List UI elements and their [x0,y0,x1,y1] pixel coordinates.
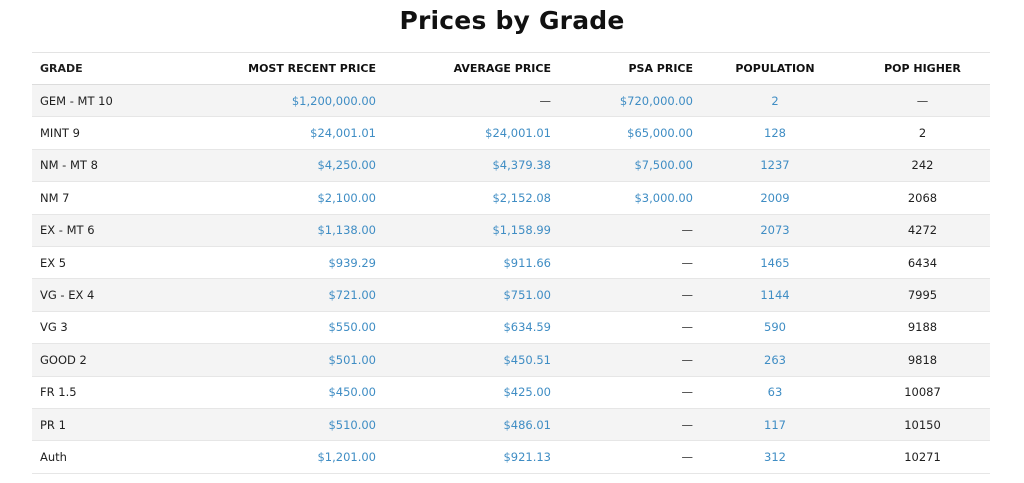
recent-price-link[interactable]: $450.00 [182,376,378,409]
population-link[interactable]: 2073 [695,214,855,247]
grade-cell: EX - MT 6 [32,214,182,247]
table-row: PR 1 $510.00 $486.01—117 10150 [32,408,990,442]
grade-cell: GEM - MT 10 [32,84,182,118]
empty-value-dash: — [553,440,695,474]
pop-higher-column-header: POP HIGHER [855,52,990,85]
psa-price-link[interactable]: $3,000.00 [553,181,695,215]
table-row: GEM - MT 10 $1,200,000.00— $720,000.00 2— [32,84,990,118]
grade-cell: NM - MT 8 [32,149,182,183]
recent-price-link[interactable]: $501.00 [182,343,378,377]
empty-value-dash: — [553,408,695,442]
average-price-link[interactable]: $911.66 [378,246,553,280]
table-header: GRADE MOST RECENT PRICE AVERAGE PRICE PS… [32,52,990,85]
grade-cell: GOOD 2 [32,343,182,377]
pop-higher-cell: 10087 [855,376,990,409]
empty-value-dash: — [553,311,695,345]
empty-value-dash: — [378,84,553,118]
pop-higher-cell: 10271 [855,440,990,474]
recent-price-link[interactable]: $2,100.00 [182,181,378,215]
average-price-link[interactable]: $486.01 [378,408,553,442]
population-column-header: POPULATION [695,52,855,85]
empty-value-dash: — [553,246,695,280]
recent-price-link[interactable]: $550.00 [182,311,378,345]
psa-price-link[interactable]: $65,000.00 [553,116,695,150]
recent-price-link[interactable]: $1,138.00 [182,214,378,247]
population-link[interactable]: 128 [695,116,855,150]
page-title: Prices by Grade [399,6,625,35]
recent-price-link[interactable]: $939.29 [182,246,378,280]
pop-higher-cell: 4272 [855,214,990,247]
pop-higher-cell: 6434 [855,246,990,280]
average-price-link[interactable]: $751.00 [378,278,553,312]
average-price-link[interactable]: $1,158.99 [378,214,553,247]
population-link[interactable]: 2009 [695,181,855,215]
average-price-column-header: AVERAGE PRICE [378,52,553,85]
average-price-link[interactable]: $921.13 [378,440,553,474]
table-row: VG - EX 4 $721.00 $751.00—1144 7995 [32,278,990,312]
psa-price-link[interactable]: $7,500.00 [553,149,695,183]
grade-cell: Auth [32,440,182,474]
empty-value-dash: — [553,214,695,247]
table-body: GEM - MT 10 $1,200,000.00— $720,000.00 2— MI… [32,84,990,474]
pop-higher-cell: 9818 [855,343,990,377]
prices-table: GRADE MOST RECENT PRICE AVERAGE PRICE PS… [32,52,990,474]
pop-higher-cell: 242 [855,149,990,183]
grade-cell: EX 5 [32,246,182,280]
grade-cell: FR 1.5 [32,376,182,409]
pop-higher-cell: 7995 [855,278,990,312]
grade-cell: NM 7 [32,181,182,215]
table-row: EX - MT 6 $1,138.00 $1,158.99—2073 4272 [32,214,990,247]
recent-price-link[interactable]: $1,201.00 [182,440,378,474]
empty-value-dash: — [553,278,695,312]
recent-price-link[interactable]: $721.00 [182,278,378,312]
recent-price-link[interactable]: $1,200,000.00 [182,84,378,118]
recent-price-link[interactable]: $4,250.00 [182,149,378,183]
population-link[interactable]: 312 [695,440,855,474]
table-row: NM - MT 8 $4,250.00 $4,379.38 $7,500.00 1237… [32,149,990,183]
population-link[interactable]: 63 [695,376,855,409]
empty-value-dash: — [553,343,695,377]
average-price-link[interactable]: $4,379.38 [378,149,553,183]
table-row: GOOD 2 $501.00 $450.51—263 9818 [32,343,990,377]
pop-higher-cell: 10150 [855,408,990,442]
average-price-link[interactable]: $24,001.01 [378,116,553,150]
table-row: FR 1.5 $450.00 $425.00—63 10087 [32,376,990,409]
population-link[interactable]: 263 [695,343,855,377]
population-link[interactable]: 590 [695,311,855,345]
population-link[interactable]: 1237 [695,149,855,183]
pop-higher-cell: 2 [855,116,990,150]
grade-cell: PR 1 [32,408,182,442]
empty-value-dash: — [553,376,695,409]
grade-cell: VG - EX 4 [32,278,182,312]
population-link[interactable]: 1465 [695,246,855,280]
population-link[interactable]: 2 [695,84,855,118]
average-price-link[interactable]: $634.59 [378,311,553,345]
grade-cell: MINT 9 [32,116,182,150]
grade-column-header: GRADE [32,52,182,85]
table-row: EX 5 $939.29 $911.66—1465 6434 [32,246,990,280]
recent-price-link[interactable]: $510.00 [182,408,378,442]
pop-higher-cell: 9188 [855,311,990,345]
average-price-link[interactable]: $2,152.08 [378,181,553,215]
recent-price-link[interactable]: $24,001.01 [182,116,378,150]
average-price-link[interactable]: $450.51 [378,343,553,377]
psa-price-link[interactable]: $720,000.00 [553,84,695,118]
average-price-link[interactable]: $425.00 [378,376,553,409]
population-link[interactable]: 1144 [695,278,855,312]
empty-value-dash: — [855,84,990,118]
recent-price-column-header: MOST RECENT PRICE [182,52,378,85]
population-link[interactable]: 117 [695,408,855,442]
grade-cell: VG 3 [32,311,182,345]
table-row: NM 7 $2,100.00 $2,152.08 $3,000.00 2009 2068 [32,181,990,215]
table-row: Auth $1,201.00 $921.13—312 10271 [32,440,990,474]
psa-price-column-header: PSA PRICE [553,52,695,85]
header-row: GRADE MOST RECENT PRICE AVERAGE PRICE PS… [32,52,990,85]
pop-higher-cell: 2068 [855,181,990,215]
table-row: MINT 9 $24,001.01 $24,001.01 $65,000.00 128 2 [32,116,990,150]
table-row: VG 3 $550.00 $634.59—590 9188 [32,311,990,345]
